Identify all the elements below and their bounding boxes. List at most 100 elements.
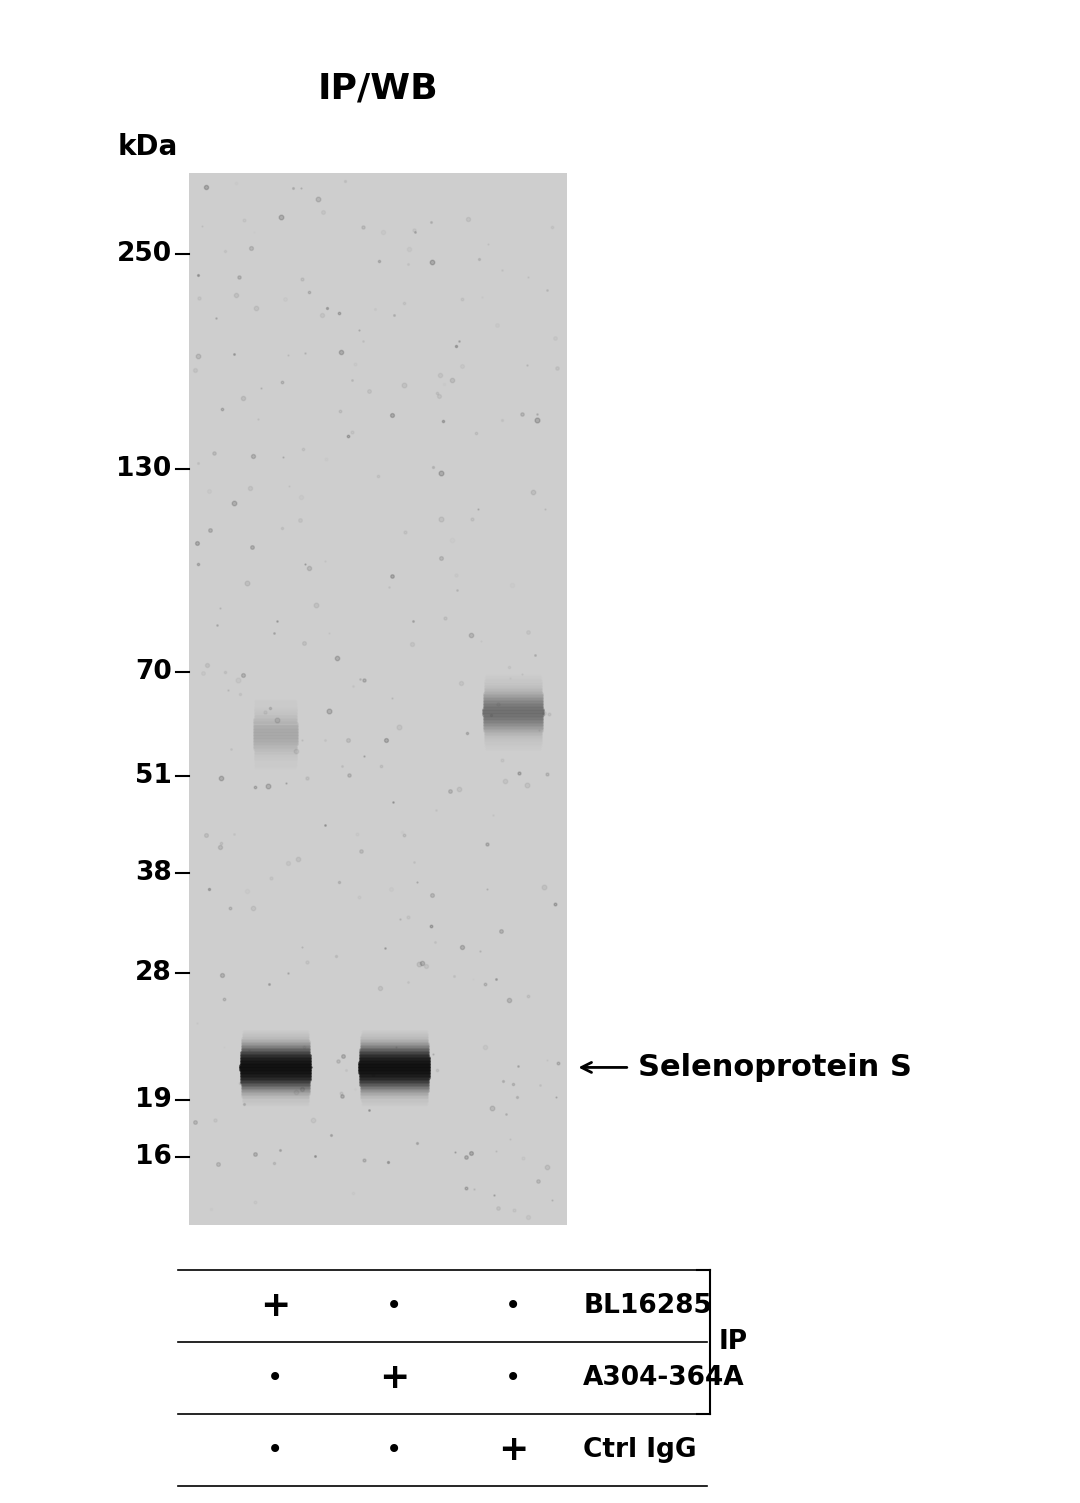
Text: kDa: kDa <box>118 132 178 161</box>
Text: BL16285: BL16285 <box>583 1293 712 1320</box>
Bar <box>189 562 567 573</box>
Text: 19: 19 <box>135 1087 172 1114</box>
Bar <box>189 320 567 331</box>
Bar <box>189 341 567 352</box>
Text: 250: 250 <box>117 240 172 268</box>
Bar <box>189 289 567 299</box>
Bar <box>189 467 567 478</box>
Bar <box>189 678 567 688</box>
Bar <box>189 657 567 667</box>
Text: Selenoprotein S: Selenoprotein S <box>638 1054 913 1082</box>
Bar <box>189 1172 567 1183</box>
Bar <box>189 173 567 183</box>
Text: +: + <box>379 1362 409 1395</box>
Bar <box>189 404 567 415</box>
Bar <box>189 1162 567 1172</box>
Text: 130: 130 <box>117 455 172 481</box>
Bar <box>189 972 567 983</box>
Bar <box>189 594 567 604</box>
Bar <box>189 752 567 762</box>
Bar <box>189 741 567 752</box>
Bar <box>189 478 567 488</box>
Text: •: • <box>267 1437 284 1464</box>
Bar <box>189 762 567 773</box>
Bar <box>189 962 567 972</box>
Bar <box>189 573 567 583</box>
Bar <box>189 278 567 289</box>
Bar <box>189 225 567 236</box>
Bar <box>189 888 567 899</box>
Bar <box>189 773 567 783</box>
Bar <box>189 615 567 625</box>
Bar <box>189 1025 567 1036</box>
Bar <box>189 836 567 846</box>
Bar <box>189 1214 567 1225</box>
Bar <box>189 857 567 867</box>
Bar <box>189 1130 567 1141</box>
Bar <box>189 1004 567 1015</box>
Bar <box>189 425 567 436</box>
Bar <box>189 194 567 204</box>
Bar <box>189 604 567 615</box>
Bar <box>189 583 567 594</box>
Bar <box>189 1183 567 1193</box>
Bar <box>189 352 567 362</box>
Bar <box>189 625 567 636</box>
Bar <box>189 215 567 225</box>
Bar <box>189 909 567 920</box>
Text: +: + <box>498 1434 528 1467</box>
Bar <box>189 815 567 825</box>
Text: Ctrl IgG: Ctrl IgG <box>583 1437 697 1464</box>
Bar <box>189 183 567 194</box>
Bar <box>189 1109 567 1120</box>
Bar <box>189 1036 567 1046</box>
Bar <box>189 1120 567 1130</box>
Bar <box>189 236 567 246</box>
Bar <box>189 310 567 320</box>
Bar <box>189 204 567 215</box>
Bar <box>189 331 567 341</box>
Bar <box>189 488 567 499</box>
Bar <box>189 1193 567 1204</box>
Text: A304-364A: A304-364A <box>583 1365 745 1392</box>
Bar <box>189 951 567 962</box>
Bar <box>189 1046 567 1057</box>
Bar <box>189 299 567 310</box>
Text: +: + <box>260 1290 291 1323</box>
Text: 16: 16 <box>135 1144 172 1169</box>
Bar <box>189 531 567 541</box>
Text: •: • <box>386 1437 403 1464</box>
Text: •: • <box>504 1293 522 1320</box>
Bar <box>189 1151 567 1162</box>
Bar <box>189 720 567 730</box>
Bar <box>189 804 567 815</box>
Bar <box>189 941 567 951</box>
Bar <box>189 394 567 404</box>
Bar <box>189 436 567 446</box>
Text: IP: IP <box>718 1329 747 1356</box>
Bar <box>189 383 567 394</box>
Bar <box>189 867 567 878</box>
Text: •: • <box>504 1365 522 1392</box>
Bar <box>189 499 567 510</box>
Bar <box>189 699 567 709</box>
Bar <box>189 1067 567 1078</box>
Bar <box>189 783 567 794</box>
Bar <box>189 510 567 520</box>
Bar <box>189 636 567 646</box>
Text: 51: 51 <box>135 764 172 789</box>
Bar <box>189 667 567 678</box>
Text: 38: 38 <box>135 860 172 885</box>
Bar <box>189 373 567 383</box>
Bar <box>189 993 567 1004</box>
Bar <box>189 920 567 930</box>
Bar <box>189 362 567 373</box>
Bar <box>189 1078 567 1088</box>
Bar <box>189 930 567 941</box>
Bar <box>189 446 567 457</box>
Bar <box>189 794 567 804</box>
Text: 28: 28 <box>135 960 172 986</box>
Bar <box>189 457 567 467</box>
Bar <box>189 541 567 552</box>
Bar <box>189 268 567 278</box>
